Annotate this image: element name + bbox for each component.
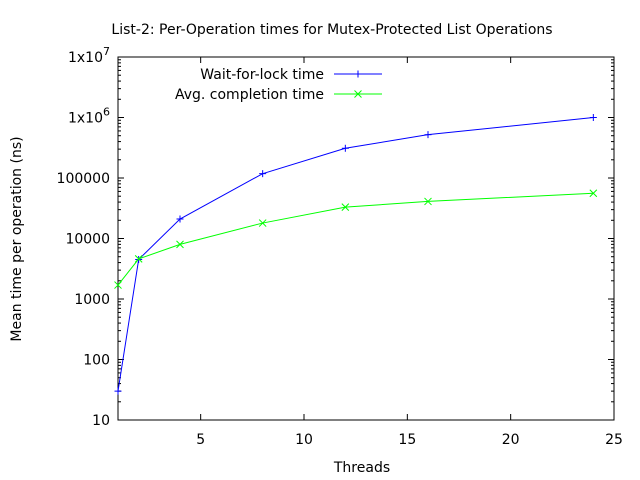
data-point bbox=[424, 131, 432, 139]
x-tick-label: 20 bbox=[502, 432, 520, 448]
data-point bbox=[424, 197, 432, 206]
x-tick-label: 15 bbox=[398, 432, 416, 448]
x-axis: 5 10 15 20 25 bbox=[196, 57, 623, 448]
y-axis: 10 100 1000 10000 100000 1x106 1x107 bbox=[57, 45, 614, 429]
x-tick-label: 5 bbox=[196, 432, 205, 448]
chart-title: List-2: Per-Operation times for Mutex-Pr… bbox=[111, 22, 552, 38]
x-tick-label: 10 bbox=[295, 432, 313, 448]
data-point bbox=[134, 255, 143, 263]
y-tick-label: 100000 bbox=[57, 171, 110, 187]
data-point bbox=[114, 281, 122, 289]
y-tick-label: 1x107 bbox=[68, 45, 110, 66]
data-point bbox=[341, 144, 349, 152]
y-axis-label: Mean time per operation (ns) bbox=[9, 136, 25, 341]
data-point bbox=[259, 170, 267, 178]
series-1 bbox=[114, 114, 597, 395]
y-tick-label: 1x106 bbox=[68, 106, 110, 127]
y-tick-label: 10000 bbox=[65, 232, 110, 248]
legend: Wait-for-lock time Avg. completion time bbox=[175, 67, 382, 103]
data-point bbox=[341, 203, 350, 211]
y-tick-label: 10 bbox=[92, 413, 110, 429]
series-layer bbox=[114, 114, 598, 395]
data-point bbox=[114, 387, 122, 395]
y-tick-label: 1000 bbox=[74, 292, 110, 308]
plot-frame bbox=[117, 56, 615, 421]
legend-label: Wait-for-lock time bbox=[200, 67, 324, 83]
x-axis-label: Threads bbox=[333, 460, 390, 476]
data-point bbox=[258, 219, 267, 227]
data-point bbox=[176, 215, 184, 223]
series-line bbox=[117, 192, 594, 286]
data-point bbox=[176, 240, 184, 249]
legend-marker bbox=[354, 90, 362, 98]
data-point bbox=[589, 114, 597, 121]
legend-marker bbox=[354, 70, 362, 78]
x-tick-label: 25 bbox=[605, 432, 623, 448]
series-2 bbox=[114, 189, 598, 289]
y-tick-label: 100 bbox=[83, 353, 110, 369]
legend-label: Avg. completion time bbox=[175, 87, 324, 103]
data-point bbox=[589, 189, 598, 198]
series-line bbox=[117, 117, 594, 392]
